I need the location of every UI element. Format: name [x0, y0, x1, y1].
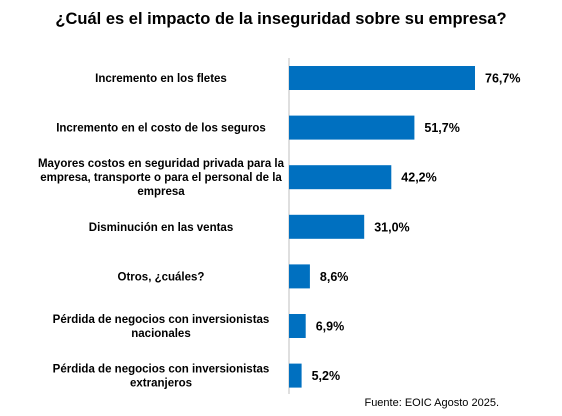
chart-title: ¿Cuál es el impacto de la inseguridad so… [55, 10, 507, 28]
bar [289, 214, 365, 239]
bar-value-label: 5,2% [312, 369, 341, 383]
category-label: Incremento en el costo de los seguros [56, 123, 266, 135]
category-label: Pérdida de negocios con inversionistas na… [53, 314, 270, 340]
bar [289, 66, 475, 90]
category-label: Incremento en los fletes [95, 73, 227, 85]
bar-value-label: 31,0% [374, 220, 409, 234]
category-label-line: empresa, transporte o para el personal d… [40, 172, 282, 184]
bars-layer [289, 66, 475, 388]
category-label-line: Mayores costos en seguridad privada para… [38, 158, 285, 170]
category-label-line: Pérdida de negocios con inversionistas [53, 364, 270, 376]
category-label: Pérdida de negocios con inversionistas ex… [53, 364, 270, 390]
bar [289, 314, 306, 338]
bar-value-label: 8,6% [320, 270, 349, 284]
bar [289, 115, 415, 140]
bar [289, 165, 392, 190]
bar-value-label: 42,2% [401, 171, 436, 185]
source-note: Fuente: EOIC Agosto 2025. [364, 397, 499, 409]
category-label: Disminución en las ventas [89, 222, 233, 234]
category-label-line: Incremento en el costo de los seguros [56, 123, 266, 135]
bar [289, 363, 302, 388]
bar-value-label: 76,7% [485, 72, 520, 86]
value-labels-layer: 76,7% 51,7% 42,2% 31,0% 8,6% 6,9% 5,2% [312, 72, 521, 384]
bar [289, 264, 310, 289]
category-label-line: Disminución en las ventas [89, 222, 233, 234]
category-label-line: Incremento en los fletes [95, 73, 227, 85]
category-label-line: Otros, ¿cuáles? [118, 271, 205, 283]
bar-value-label: 6,9% [316, 320, 345, 334]
category-labels-layer: Incremento en los fletes Incremento en el… [38, 73, 285, 390]
category-label: Mayores costos en seguridad privada para… [38, 158, 285, 198]
bar-value-label: 51,7% [424, 121, 459, 135]
category-label-line: nacionales [131, 328, 190, 340]
category-label: Otros, ¿cuáles? [118, 271, 205, 283]
category-label-line: Pérdida de negocios con inversionistas [53, 314, 270, 326]
category-label-line: empresa [137, 186, 185, 198]
category-label-line: extranjeros [130, 378, 192, 390]
